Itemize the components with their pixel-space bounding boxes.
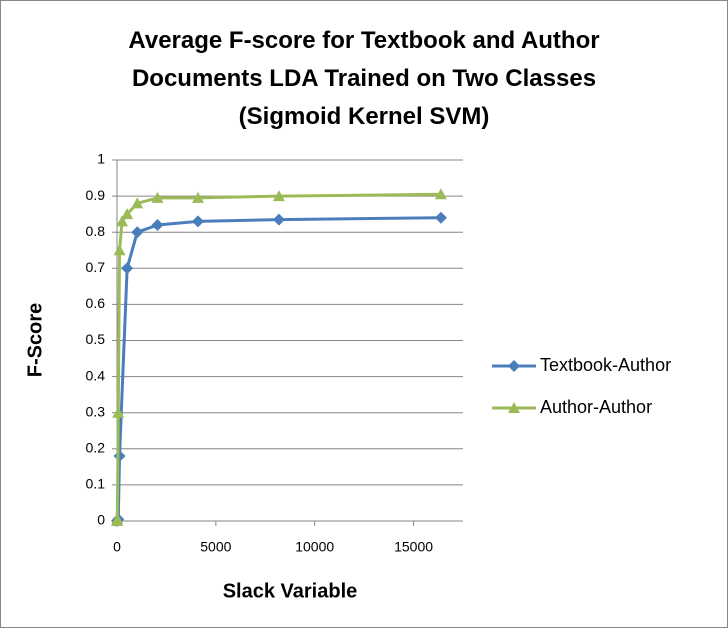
marker xyxy=(113,244,126,256)
y-tick-label: 0.8 xyxy=(86,223,106,239)
y-tick-label: 1 xyxy=(97,151,105,167)
x-tick-label: 10000 xyxy=(295,539,334,555)
marker xyxy=(112,406,125,418)
y-tick-label: 0.3 xyxy=(86,403,106,419)
y-axis-label: F-Score xyxy=(24,303,46,377)
y-tick-label: 0.1 xyxy=(86,476,106,492)
y-tick-label: 0 xyxy=(97,512,105,528)
marker xyxy=(272,213,285,226)
marker xyxy=(116,215,129,227)
x-tick-label: 0 xyxy=(113,539,121,555)
marker xyxy=(121,262,134,275)
x-axis-label: Slack Variable xyxy=(223,580,358,602)
marker xyxy=(434,211,447,224)
y-tick-label: 0.7 xyxy=(86,259,106,275)
marker xyxy=(151,191,164,203)
marker xyxy=(191,215,204,228)
marker xyxy=(131,197,144,209)
y-tick-label: 0.5 xyxy=(86,331,106,347)
x-tick-label: 15000 xyxy=(394,539,433,555)
y-tick-label: 0.2 xyxy=(86,440,106,456)
marker xyxy=(191,191,204,203)
marker xyxy=(508,360,520,372)
legend-label: Author-Author xyxy=(540,397,652,417)
y-tick-label: 0.9 xyxy=(86,187,106,203)
marker xyxy=(151,218,164,231)
marker xyxy=(434,188,447,200)
marker xyxy=(508,402,520,413)
chart-title: Average F-score for Textbook and Author … xyxy=(128,27,600,130)
marker xyxy=(272,190,285,202)
x-tick-label: 5000 xyxy=(200,539,231,555)
marker xyxy=(121,208,134,220)
marker xyxy=(111,513,124,525)
y-tick-label: 0.6 xyxy=(86,295,106,311)
y-tick-label: 0.4 xyxy=(86,367,106,383)
legend-label: Textbook-Author xyxy=(540,355,671,375)
marker xyxy=(131,226,144,239)
